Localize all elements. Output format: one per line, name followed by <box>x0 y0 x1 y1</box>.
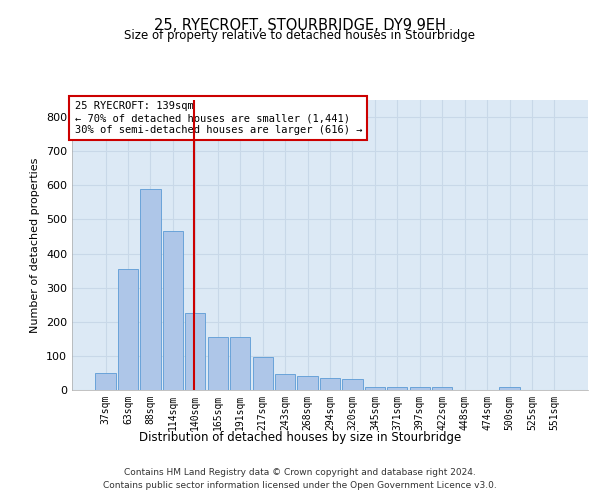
Bar <box>140 188 161 390</box>
Bar <box>298 376 317 390</box>
Bar <box>95 373 116 390</box>
Bar <box>253 357 273 390</box>
Bar <box>365 388 385 390</box>
Text: Distribution of detached houses by size in Stourbridge: Distribution of detached houses by size … <box>139 431 461 444</box>
Bar <box>230 337 250 390</box>
Bar <box>118 269 138 390</box>
Bar <box>185 313 205 390</box>
Bar <box>432 388 452 390</box>
Bar <box>163 232 183 390</box>
Bar <box>410 388 430 390</box>
Text: 25, RYECROFT, STOURBRIDGE, DY9 9EH: 25, RYECROFT, STOURBRIDGE, DY9 9EH <box>154 18 446 32</box>
Text: 25 RYECROFT: 139sqm
← 70% of detached houses are smaller (1,441)
30% of semi-det: 25 RYECROFT: 139sqm ← 70% of detached ho… <box>74 102 362 134</box>
Text: Contains public sector information licensed under the Open Government Licence v3: Contains public sector information licen… <box>103 482 497 490</box>
Bar <box>499 388 520 390</box>
Text: Contains HM Land Registry data © Crown copyright and database right 2024.: Contains HM Land Registry data © Crown c… <box>124 468 476 477</box>
Bar <box>343 379 362 390</box>
Y-axis label: Number of detached properties: Number of detached properties <box>31 158 40 332</box>
Bar <box>275 374 295 390</box>
Text: Size of property relative to detached houses in Stourbridge: Size of property relative to detached ho… <box>125 29 476 42</box>
Bar <box>208 337 228 390</box>
Bar <box>320 378 340 390</box>
Bar <box>387 388 407 390</box>
